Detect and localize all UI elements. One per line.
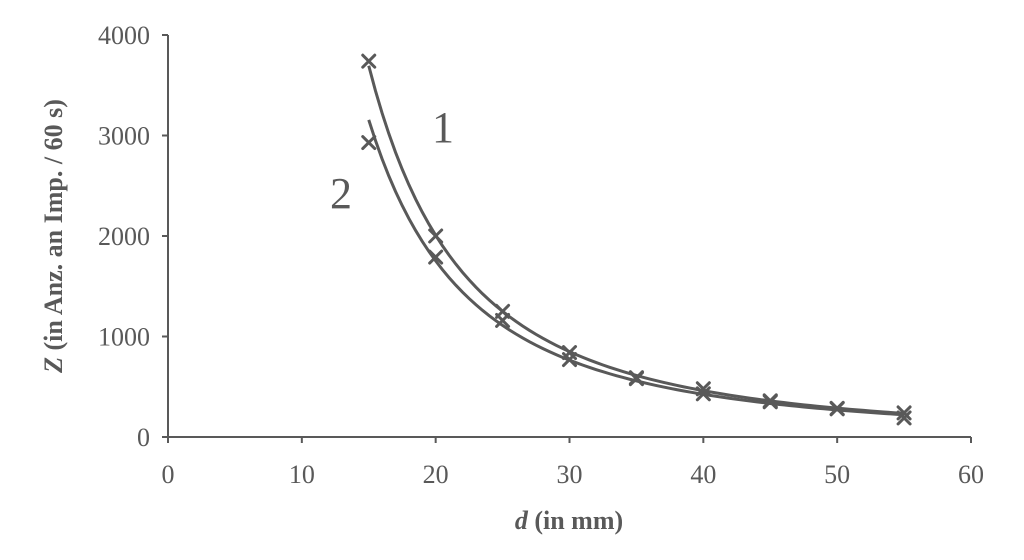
- y-axis-symbol: Z: [39, 357, 68, 374]
- data-point-s1-8: [896, 405, 912, 421]
- y-tick-label-4: 4000: [98, 21, 150, 50]
- x-tick-label-2: 20: [423, 460, 449, 489]
- data-point-s2-0: [361, 135, 377, 151]
- data-point-s2-2: [495, 312, 511, 328]
- x-tick-label-3: 30: [557, 460, 583, 489]
- data-point-s2-6: [762, 394, 778, 410]
- y-axis-label-text: (in Anz. an Imp. / 60 s): [39, 99, 68, 357]
- data-point-s2-4: [628, 371, 644, 387]
- data-point-s1-0: [361, 53, 377, 69]
- x-axis-symbol: d: [515, 506, 529, 535]
- x-tick-label-5: 50: [824, 460, 850, 489]
- fit-curve-series-1: [367, 65, 905, 415]
- y-tick-label-1: 1000: [98, 323, 150, 352]
- y-tick-label-3: 3000: [98, 122, 150, 151]
- x-tick-label-0: 0: [162, 460, 175, 489]
- y-tick-label-0: 0: [137, 423, 150, 452]
- curve-label-2: 2: [330, 169, 352, 218]
- fit-curves: [367, 65, 905, 417]
- data-point-s2-5: [695, 386, 711, 402]
- x-axis-label: d (in mm): [515, 506, 623, 535]
- data-point-s2-1: [428, 249, 444, 265]
- x-tick-label-6: 60: [958, 460, 984, 489]
- y-tick-label-2: 2000: [98, 222, 150, 251]
- data-point-s2-8: [896, 410, 912, 426]
- data-point-s1-1: [428, 228, 444, 244]
- data-point-s1-5: [695, 381, 711, 397]
- ticks: 0 10 20 30 40 50 60 0 1000 2000 3000 4000: [98, 21, 984, 489]
- x-tick-label-4: 40: [690, 460, 716, 489]
- x-tick-label-1: 10: [289, 460, 315, 489]
- fit-curve-series-2: [367, 119, 905, 417]
- x-axis-label-text: (in mm): [528, 506, 623, 535]
- y-axis-label: Z (in Anz. an Imp. / 60 s): [39, 99, 68, 374]
- data-point-s2-3: [562, 352, 577, 368]
- markers: [361, 53, 912, 426]
- curve-label-1: 1: [432, 103, 454, 152]
- data-point-s2-7: [829, 400, 845, 416]
- axes: [167, 35, 971, 438]
